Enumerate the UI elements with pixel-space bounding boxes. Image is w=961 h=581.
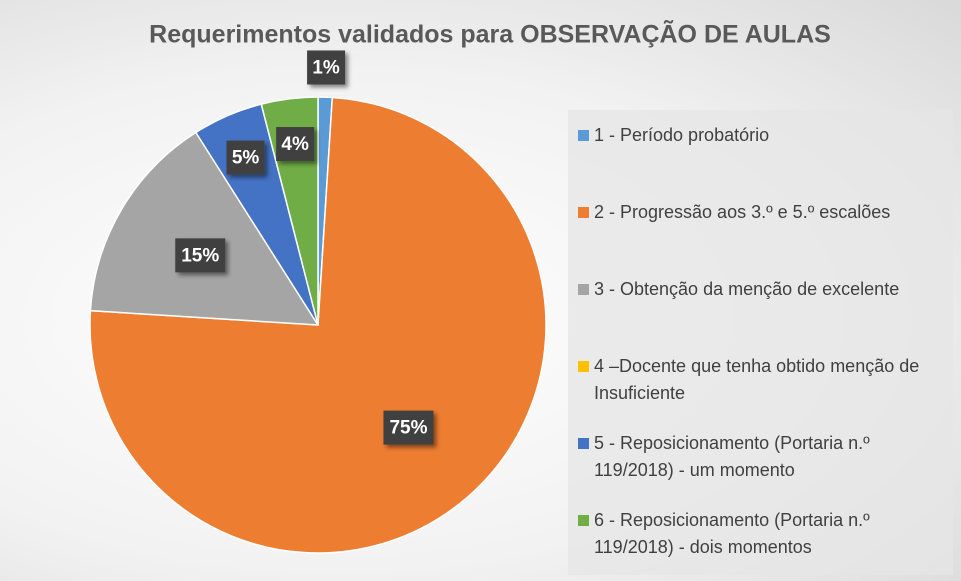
legend-label: 2 - Progressão aos 3.º e 5.º escalões [594, 202, 891, 222]
data-label: 75% [383, 410, 434, 445]
data-label-box [175, 238, 226, 273]
data-label: 5% [226, 140, 265, 175]
data-label-text: 75% [389, 418, 427, 439]
legend-entry: 5 - Reposicionamento (Portaria n.º 119/2… [578, 430, 945, 507]
data-label: 15% [175, 238, 226, 273]
data-label-text: 1% [312, 58, 340, 79]
legend-entry: 3 - Obtenção da menção de excelente [578, 276, 945, 353]
pie-slice [89, 131, 320, 326]
legend-entry: 4 –Docente que tenha obtido menção de In… [578, 353, 945, 430]
data-label: 1% [307, 50, 346, 85]
data-label: 4% [276, 127, 315, 162]
data-label-text: 5% [232, 148, 260, 169]
legend-swatch [578, 130, 589, 141]
data-label-box [226, 140, 265, 175]
legend-label: 3 - Obtenção da menção de excelente [594, 279, 900, 299]
legend-swatch [578, 207, 589, 218]
chart-title: Requerimentos validados para OBSERVAÇÃO … [149, 19, 831, 49]
legend-entry: 2 - Progressão aos 3.º e 5.º escalões [578, 199, 945, 276]
data-label-box [276, 127, 315, 162]
legend-swatch [578, 284, 589, 295]
legend-label: 1 - Período probatório [594, 125, 770, 145]
legend-entry: 6 - Reposicionamento (Portaria n.º 119/2… [578, 507, 945, 581]
legend-swatch [578, 515, 589, 526]
data-label-text: 15% [181, 245, 219, 266]
legend-swatch [578, 438, 589, 449]
legend-label: 6 - Reposicionamento (Portaria n.º 119/2… [594, 510, 870, 557]
data-label-text: 4% [281, 134, 309, 155]
legend-label: 4 –Docente que tenha obtido menção de In… [594, 356, 920, 403]
legend-swatch [578, 361, 589, 372]
data-label-box [383, 410, 434, 445]
legend-entry: 1 - Período probatório [578, 122, 945, 199]
legend-label: 5 - Reposicionamento (Portaria n.º 119/2… [594, 433, 870, 480]
data-label-box [307, 50, 346, 85]
legend: 1 - Período probatório 2 - Progressão aos… [568, 110, 953, 575]
